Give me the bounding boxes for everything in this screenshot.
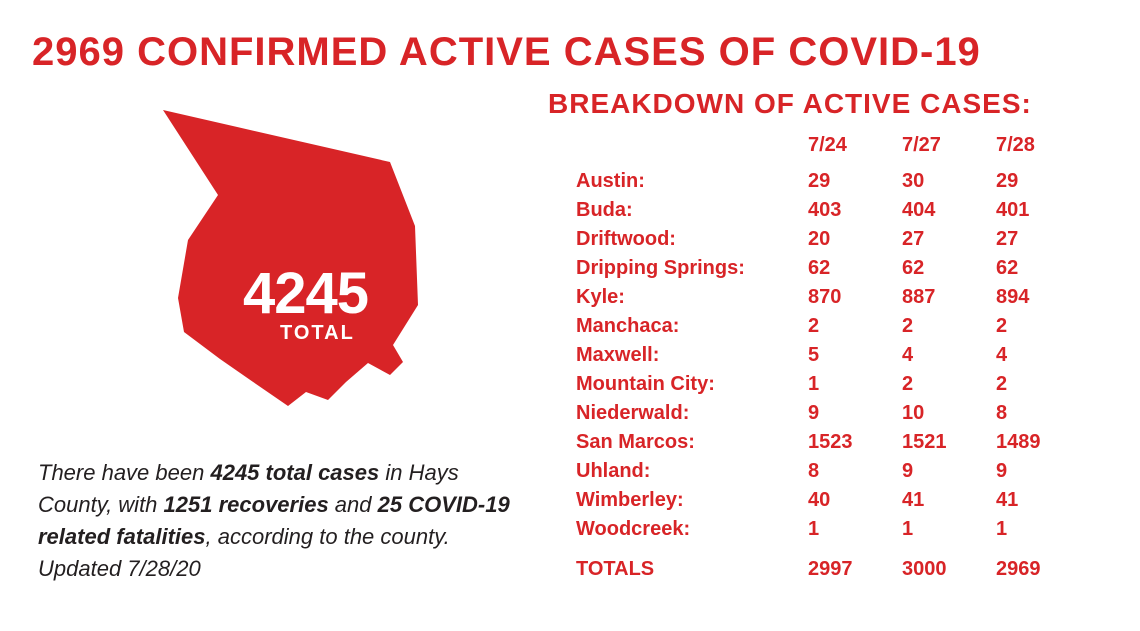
header-date: 7/28 xyxy=(996,134,1090,157)
cell-value: 62 xyxy=(808,254,902,283)
cell-value: 894 xyxy=(996,283,1090,312)
cell-value: 4 xyxy=(996,341,1090,370)
totals-value: 2997 xyxy=(808,558,902,581)
table-row: Austin:293029 xyxy=(548,167,1118,196)
totals-label: TOTALS xyxy=(548,558,808,581)
table-row: Driftwood:202727 xyxy=(548,225,1118,254)
city-label: Mountain City: xyxy=(548,370,808,399)
cell-value: 887 xyxy=(902,283,996,312)
totals-row: TOTALS299730002969 xyxy=(548,558,1118,581)
city-label: Woodcreek: xyxy=(548,515,808,544)
city-label: Dripping Springs: xyxy=(548,254,808,283)
breakdown-table: 7/247/277/28Austin:293029Buda:403404401D… xyxy=(548,134,1118,581)
cell-value: 62 xyxy=(902,254,996,283)
city-label: Uhland: xyxy=(548,457,808,486)
cell-value: 5 xyxy=(808,341,902,370)
county-path xyxy=(163,110,418,406)
cell-value: 27 xyxy=(902,225,996,254)
cell-value: 2 xyxy=(902,370,996,399)
cell-value: 403 xyxy=(808,196,902,225)
totals-value: 3000 xyxy=(902,558,996,581)
left-panel: 4245 TOTAL There have been 4245 total ca… xyxy=(38,100,528,585)
city-label: Austin: xyxy=(548,167,808,196)
cell-value: 20 xyxy=(808,225,902,254)
totals-value: 2969 xyxy=(996,558,1090,581)
total-label: TOTAL xyxy=(280,322,355,345)
cell-value: 1523 xyxy=(808,428,902,457)
city-label: San Marcos: xyxy=(548,428,808,457)
cell-value: 2 xyxy=(902,312,996,341)
header-blank xyxy=(548,134,808,157)
city-label: Manchaca: xyxy=(548,312,808,341)
summary-recoveries: 1251 recoveries xyxy=(164,492,329,517)
cell-value: 1 xyxy=(808,370,902,399)
cell-value: 2 xyxy=(996,370,1090,399)
city-label: Niederwald: xyxy=(548,399,808,428)
cell-value: 29 xyxy=(996,167,1090,196)
summary-total-cases: 4245 total cases xyxy=(210,460,379,485)
summary-mid2: and xyxy=(329,492,378,517)
cell-value: 870 xyxy=(808,283,902,312)
city-label: Buda: xyxy=(548,196,808,225)
cell-value: 10 xyxy=(902,399,996,428)
cell-value: 1 xyxy=(902,515,996,544)
table-row: Dripping Springs:626262 xyxy=(548,254,1118,283)
cell-value: 29 xyxy=(808,167,902,196)
table-row: Kyle:870887894 xyxy=(548,283,1118,312)
table-row: Mountain City:122 xyxy=(548,370,1118,399)
header-date: 7/24 xyxy=(808,134,902,157)
cell-value: 1 xyxy=(808,515,902,544)
right-panel: BREAKDOWN OF ACTIVE CASES: 7/247/277/28 A… xyxy=(548,88,1118,581)
cell-value: 41 xyxy=(996,486,1090,515)
table-header: 7/247/277/28 xyxy=(548,134,1118,157)
cell-value: 1489 xyxy=(996,428,1090,457)
cell-value: 9 xyxy=(808,399,902,428)
headline: 2969 CONFIRMED ACTIVE CASES OF COVID-19 xyxy=(32,30,981,75)
total-number: 4245 xyxy=(243,260,368,327)
cell-value: 1 xyxy=(996,515,1090,544)
table-row: Manchaca:222 xyxy=(548,312,1118,341)
city-label: Kyle: xyxy=(548,283,808,312)
cell-value: 41 xyxy=(902,486,996,515)
table-row: Woodcreek:111 xyxy=(548,515,1118,544)
summary-text: There have been 4245 total cases in Hays… xyxy=(38,457,518,585)
cell-value: 30 xyxy=(902,167,996,196)
city-label: Maxwell: xyxy=(548,341,808,370)
cell-value: 8 xyxy=(996,399,1090,428)
cell-value: 8 xyxy=(808,457,902,486)
header-date: 7/27 xyxy=(902,134,996,157)
table-row: Uhland:899 xyxy=(548,457,1118,486)
cell-value: 9 xyxy=(902,457,996,486)
cell-value: 1521 xyxy=(902,428,996,457)
cell-value: 62 xyxy=(996,254,1090,283)
summary-prefix: There have been xyxy=(38,460,210,485)
cell-value: 9 xyxy=(996,457,1090,486)
cell-value: 2 xyxy=(996,312,1090,341)
cell-value: 2 xyxy=(808,312,902,341)
cell-value: 4 xyxy=(902,341,996,370)
cell-value: 404 xyxy=(902,196,996,225)
cell-value: 27 xyxy=(996,225,1090,254)
cell-value: 40 xyxy=(808,486,902,515)
city-label: Wimberley: xyxy=(548,486,808,515)
table-row: Niederwald:9108 xyxy=(548,399,1118,428)
breakdown-title: BREAKDOWN OF ACTIVE CASES: xyxy=(548,88,1118,120)
table-row: Wimberley:404141 xyxy=(548,486,1118,515)
table-row: Maxwell:544 xyxy=(548,341,1118,370)
city-label: Driftwood: xyxy=(548,225,808,254)
table-row: Buda:403404401 xyxy=(548,196,1118,225)
table-row: San Marcos:152315211489 xyxy=(548,428,1118,457)
cell-value: 401 xyxy=(996,196,1090,225)
county-map: 4245 TOTAL xyxy=(128,100,528,445)
